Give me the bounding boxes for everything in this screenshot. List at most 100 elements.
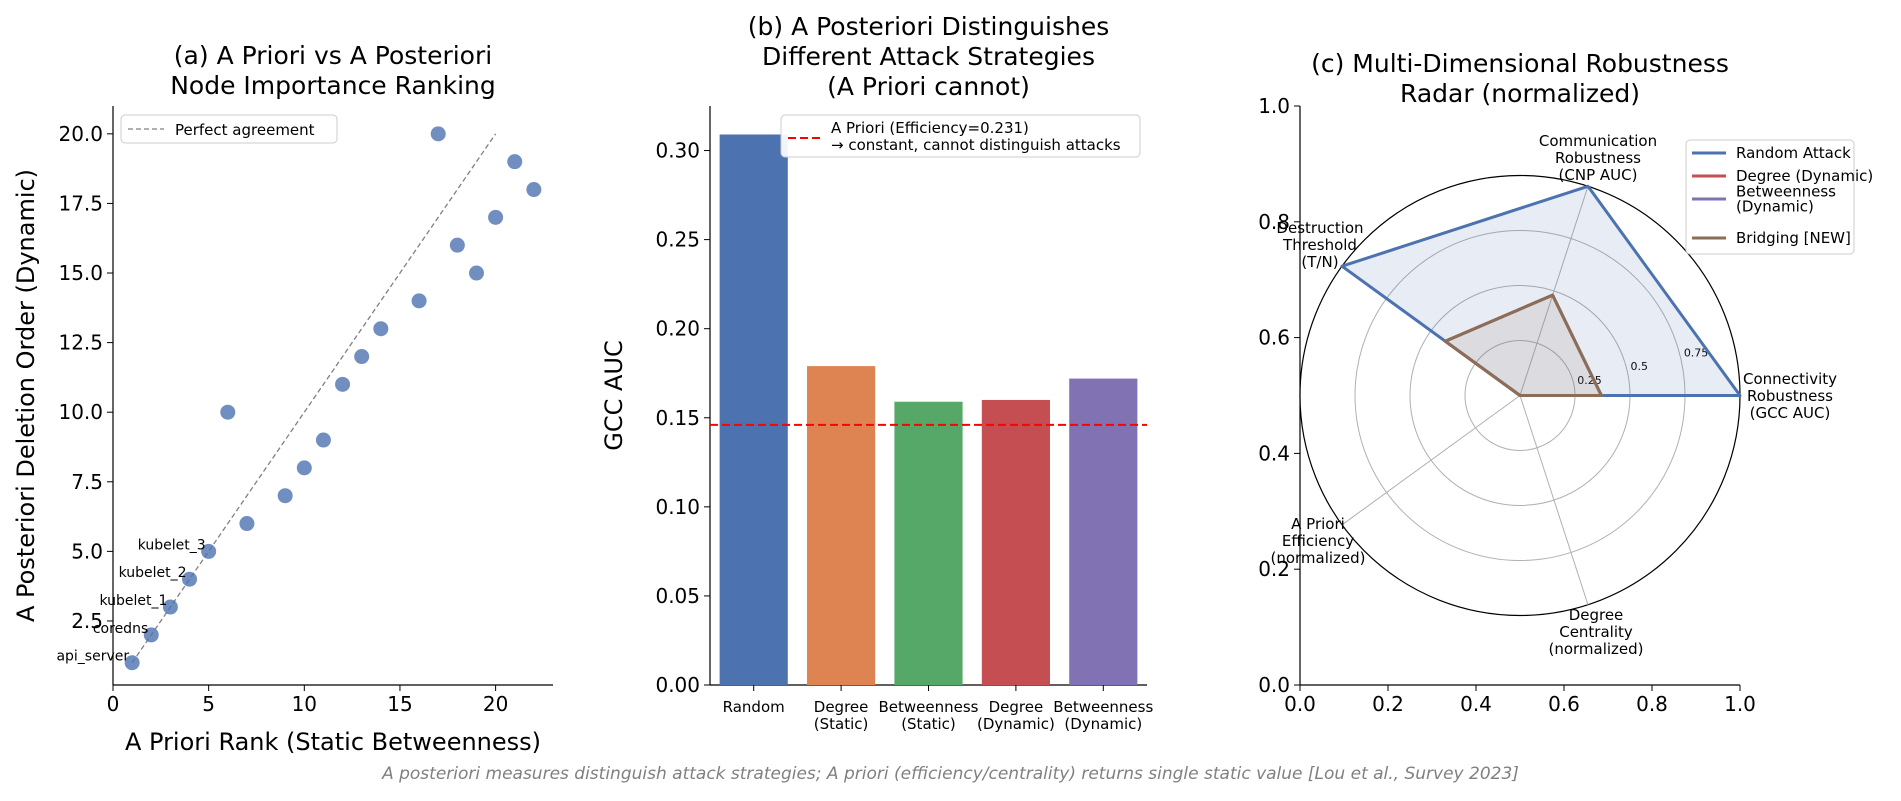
panel-b-bar-1: [807, 366, 876, 685]
panel-a-x-tick-label: 15: [387, 692, 412, 716]
panel-c-x-tick-label: 0.6: [1548, 692, 1580, 716]
panel-c-axis-label-line: Threshold: [1282, 236, 1357, 254]
panel-b-bar: (b) A Posteriori DistinguishesDifferent …: [600, 12, 1153, 733]
panel-a-point: [296, 460, 312, 476]
panel-b-legend-box: [780, 114, 1141, 158]
panel-b-category-label-line: (Static): [814, 715, 869, 733]
panel-b-category-label-line: Degree: [814, 698, 869, 716]
panel-b-bar-3: [981, 399, 1050, 685]
panel-a-y-tick-label: 12.5: [58, 331, 103, 355]
panel-a-point: [124, 655, 140, 671]
panel-c-legend-box: [1685, 139, 1855, 255]
panel-c-legend-label: Degree (Dynamic): [1736, 167, 1873, 185]
panel-a-y-tick-label: 10.0: [58, 400, 103, 424]
panel-a-point: [277, 488, 293, 504]
panel-a-x-label: A Priori Rank (Static Betweenness): [125, 728, 541, 756]
panel-c-title-line: Radar (normalized): [1400, 79, 1640, 108]
panel-a-point: [411, 293, 427, 309]
panel-a-point-label: api_server: [56, 649, 129, 665]
panel-c-axis-label-line: (CNP AUC): [1559, 166, 1638, 184]
panel-c-axis-label-line: Destruction: [1276, 219, 1363, 237]
panel-b-category-label-line: Betweenness: [1053, 698, 1153, 716]
panel-b-bar-4: [1069, 378, 1138, 685]
panel-a-x-tick-label: 20: [483, 692, 508, 716]
panel-c-legend-label: (Dynamic): [1736, 198, 1814, 216]
panel-a-point: [468, 265, 484, 281]
panel-c-y-tick-label: 0.2: [1258, 557, 1290, 581]
panel-c-radial-tick-label: 0.75: [1684, 346, 1709, 359]
panel-c-y-tick-label: 0.4: [1258, 441, 1290, 465]
panel-b-y-label: GCC AUC: [600, 340, 628, 450]
panel-b-category-label: Random: [723, 698, 785, 716]
panel-b-category-label-line: (Dynamic): [1064, 715, 1142, 733]
panel-a-point-label: kubelet_3: [138, 537, 206, 553]
panel-c-axis-label-line: Degree: [1569, 606, 1624, 624]
panel-a-point: [162, 599, 178, 615]
panel-a-y-tick-label: 15.0: [58, 261, 103, 285]
panel-b-y-tick-label: 0.25: [655, 228, 700, 252]
panel-a-x-tick-label: 5: [202, 692, 215, 716]
panel-c-axis-label-line: Connectivity: [1743, 370, 1837, 388]
panel-c-legend-label: Random Attack: [1736, 144, 1851, 162]
panel-c-x-tick-label: 0.4: [1460, 692, 1492, 716]
panel-c-axis-label-line: Robustness: [1555, 149, 1641, 167]
panel-a-point: [488, 209, 504, 225]
panel-a-point: [507, 154, 523, 170]
panel-c-legend: Random Attack Degree (Dynamic)Betweenness…: [1685, 139, 1873, 255]
panel-c-x-tick-label: 0.0: [1284, 692, 1316, 716]
panel-b-title-line: Different Attack Strategies: [762, 42, 1095, 71]
panel-c-legend-label: Bridging [NEW]: [1736, 229, 1851, 247]
panel-c-x-tick-label: 0.2: [1372, 692, 1404, 716]
panel-a-point: [526, 182, 542, 198]
panel-c-series-3: [1443, 293, 1603, 397]
panel-b-category-label: Betweenness(Dynamic): [1053, 698, 1153, 733]
panel-c-spoke: [1519, 186, 1589, 396]
panel-b-category-label-line: Betweenness: [879, 698, 979, 716]
panel-c-axis-label-line: (GCC AUC): [1750, 404, 1831, 422]
panel-a-point: [373, 321, 389, 337]
panel-b-y-tick-label: 0.00: [655, 673, 700, 697]
panel-c-x-tick-label: 1.0: [1724, 692, 1756, 716]
panel-b-bar-0: [719, 134, 788, 685]
panel-c-axis-label-line: Centrality: [1559, 623, 1633, 641]
panel-b-y-tick-label: 0.20: [655, 317, 700, 341]
panel-c-x-tick-label: 0.8: [1636, 692, 1668, 716]
panel-a-y-tick-label: 17.5: [58, 191, 103, 215]
panel-c-radial-tick-label: 0.5: [1631, 360, 1649, 373]
panel-a-point: [449, 237, 465, 253]
panel-b-category-label-line: (Dynamic): [977, 715, 1055, 733]
panel-a-point: [239, 516, 255, 532]
panel-b-legend-label-line: → constant, cannot distinguish attacks: [831, 136, 1121, 154]
panel-a-x-tick-label: 0: [107, 692, 120, 716]
panel-c-y-tick-label: 0.8: [1258, 210, 1290, 234]
panel-b-category-label: Degree(Static): [814, 698, 869, 733]
panel-b-y-tick-label: 0.30: [655, 139, 700, 163]
panel-c-y-tick-label: 0.6: [1258, 326, 1290, 350]
panel-a-x-tick-label: 10: [292, 692, 317, 716]
panel-a-point: [220, 404, 236, 420]
panel-a-point: [143, 627, 159, 643]
panel-c-axis-label-line: Efficiency: [1282, 532, 1354, 550]
panel-b-bar-2: [894, 401, 963, 685]
footnote: A posteriori measures distinguish attack…: [382, 764, 1519, 784]
panel-a-y-tick-label: 2.5: [71, 609, 103, 633]
panel-a-legend-box: [120, 114, 338, 144]
panel-b-category-label-line: (Static): [901, 715, 956, 733]
panel-a-legend: Perfect agreement: [120, 114, 338, 144]
panel-c-axis-label-line: (T/N): [1301, 253, 1338, 271]
panel-b-category-label: Degree(Dynamic): [977, 698, 1055, 733]
panel-c-spoke: [1519, 395, 1589, 605]
panel-b-y-tick-label: 0.05: [655, 584, 700, 608]
panel-a-point-label: kubelet_1: [99, 593, 167, 609]
panel-c-axis-label-line: (normalized): [1270, 549, 1365, 567]
panel-a-point: [201, 543, 217, 559]
panel-a-point-label: kubelet_2: [119, 565, 187, 581]
